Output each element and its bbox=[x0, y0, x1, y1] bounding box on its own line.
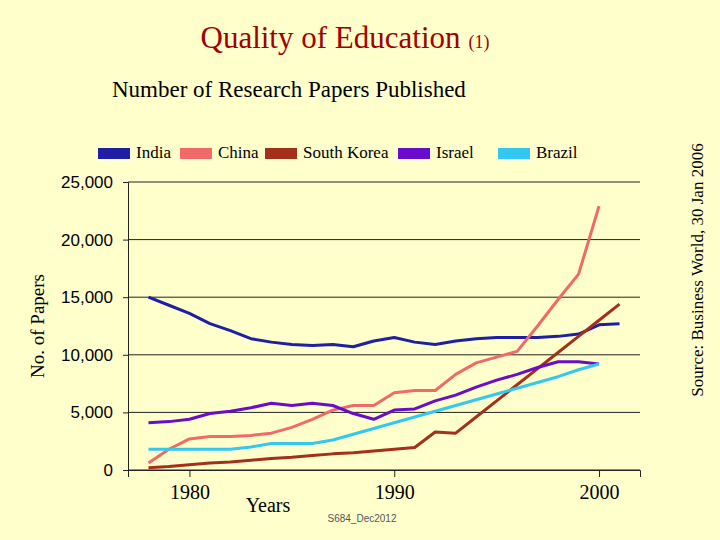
x-tick-label: 1980 bbox=[170, 481, 210, 503]
legend-swatch bbox=[98, 148, 130, 159]
y-axis: 0 5,000 10,000 15,000 20,000 25,000 bbox=[61, 173, 129, 480]
grid-line bbox=[128, 354, 640, 355]
y-tick-label: 0 bbox=[104, 461, 113, 480]
y-tick-mark bbox=[123, 470, 128, 471]
series-line bbox=[148, 297, 619, 347]
legend-label: Israel bbox=[436, 143, 474, 162]
legend-label: South Korea bbox=[303, 143, 389, 162]
plot-area bbox=[148, 206, 619, 468]
y-tick-label: 15,000 bbox=[61, 288, 113, 307]
y-tick: 10,000 bbox=[61, 346, 128, 365]
y-tick-mark bbox=[123, 240, 128, 241]
footer-note: S684_Dec2012 bbox=[328, 513, 397, 524]
series-line bbox=[148, 362, 599, 423]
title-suffix: (1) bbox=[469, 32, 490, 53]
grid bbox=[128, 182, 640, 470]
y-axis-title: No. of Papers bbox=[27, 274, 48, 378]
y-axis-line bbox=[123, 183, 129, 471]
x-tick: 2000 bbox=[580, 470, 620, 503]
x-tick: 1990 bbox=[375, 470, 415, 503]
grid-line bbox=[128, 412, 640, 413]
y-tick-mark bbox=[123, 412, 128, 413]
y-tick: 5,000 bbox=[70, 403, 128, 422]
source-note: Source: Business World, 30 Jan 2006 bbox=[688, 143, 707, 396]
legend-label: India bbox=[136, 143, 171, 162]
series-line bbox=[148, 364, 599, 449]
y-tick: 25,000 bbox=[61, 173, 128, 192]
y-tick: 0 bbox=[104, 461, 128, 480]
legend: India China South Korea Israel Brazil bbox=[98, 143, 578, 162]
background bbox=[0, 0, 720, 540]
series-line bbox=[148, 304, 619, 468]
x-axis-title: Years bbox=[246, 494, 291, 516]
grid-line bbox=[128, 182, 640, 183]
y-tick: 20,000 bbox=[61, 231, 128, 250]
y-tick-label: 20,000 bbox=[61, 231, 113, 250]
series-line bbox=[148, 206, 599, 463]
x-tick-mark bbox=[599, 470, 600, 477]
y-tick-label: 5,000 bbox=[70, 403, 113, 422]
legend-swatch bbox=[498, 148, 530, 159]
legend-swatch bbox=[180, 148, 212, 159]
x-tick-label: 1990 bbox=[375, 481, 415, 503]
chart-svg: Quality of Education (1) Number of Researc… bbox=[0, 0, 720, 540]
y-tick-label: 10,000 bbox=[61, 346, 113, 365]
title: Quality of Education (1) bbox=[201, 20, 490, 55]
y-tick-mark bbox=[123, 355, 128, 356]
x-tick-mark bbox=[189, 470, 190, 477]
x-tick: 1980 bbox=[170, 470, 210, 503]
title-text: Quality of Education bbox=[201, 20, 461, 55]
y-tick-mark bbox=[123, 297, 128, 298]
subtitle: Number of Research Papers Published bbox=[112, 77, 466, 102]
grid-line bbox=[128, 239, 640, 240]
chart-container: Quality of Education (1) Number of Researc… bbox=[0, 0, 720, 540]
legend-swatch bbox=[265, 148, 297, 159]
x-axis: 1980 1990 2000 bbox=[129, 470, 641, 503]
x-tick-mark bbox=[394, 470, 395, 477]
legend-swatch bbox=[398, 148, 430, 159]
y-tick: 15,000 bbox=[61, 288, 128, 307]
y-tick-label: 25,000 bbox=[61, 173, 113, 192]
x-axis-line bbox=[129, 471, 641, 478]
legend-label: China bbox=[218, 143, 259, 162]
x-tick-label: 2000 bbox=[580, 481, 620, 503]
legend-label: Brazil bbox=[536, 143, 578, 162]
y-tick-mark bbox=[123, 182, 128, 183]
grid-line bbox=[128, 297, 640, 298]
